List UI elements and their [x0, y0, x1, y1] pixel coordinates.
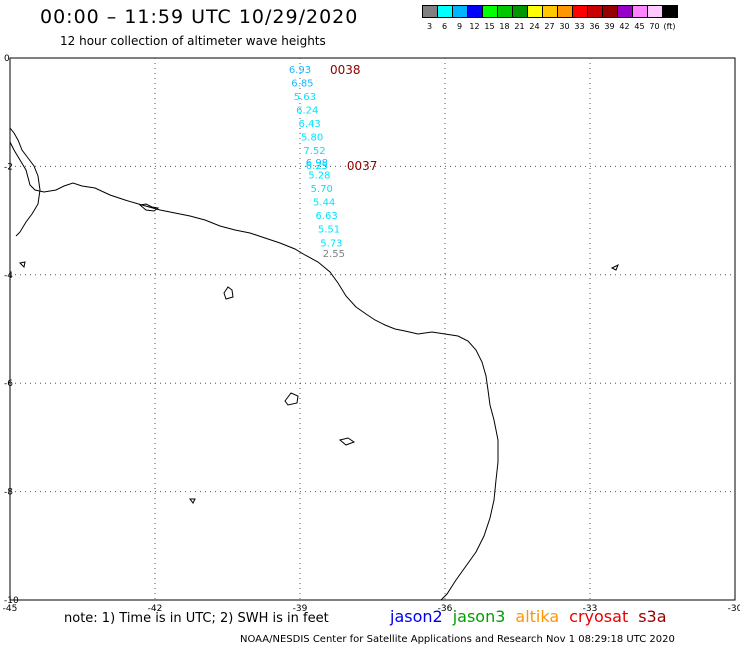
wave-height-value: 5.63	[294, 92, 316, 103]
color-scale-label: 6	[441, 22, 448, 31]
wave-height-value: 6.24	[296, 105, 318, 116]
satellite-jason3: jason3	[452, 607, 506, 626]
color-scale-label: 39	[604, 22, 615, 31]
island-5	[18, 261, 26, 269]
satellite-jason2: jason2	[390, 607, 443, 626]
color-scale-label: (ft)	[663, 22, 676, 31]
island-4	[610, 263, 619, 271]
satellite-s3a: s3a	[638, 607, 667, 626]
map-frame	[9, 57, 736, 601]
altimeter-tracks: 0038 6.93 6.85 5.63 6.24 6.43 5.80 7.526.98 0037…	[289, 63, 378, 260]
color-scale-label: 27	[544, 22, 555, 31]
map-title: 00:00 – 11:59 UTC 10/29/2020	[40, 6, 359, 28]
footer-credit: NOAA/NESDIS Center for Satellite Applica…	[240, 634, 675, 645]
color-scale-legend: 3 6 9 12 15 18 21 24 27 30 33 36 39 42 45 70 (ft)	[422, 5, 678, 31]
units-note: note: 1) Time is in UTC; 2) SWH is in fe…	[64, 611, 329, 626]
wave-height-value: 6.85	[291, 78, 313, 89]
y-tick-label: -4	[4, 271, 13, 281]
wave-height-value: 5.70	[311, 184, 333, 195]
x-tick-label: -42	[148, 604, 163, 614]
x-tick-label: -45	[3, 604, 18, 614]
coastline	[9, 141, 499, 601]
wave-height-value: 6.25	[306, 161, 328, 172]
map-grid	[10, 58, 735, 600]
y-tick-label: 0	[4, 54, 10, 64]
map-subtitle: 12 hour collection of altimeter wave hei…	[60, 34, 326, 48]
color-scale-label: 33	[574, 22, 585, 31]
wave-height-value: 7.52	[303, 146, 325, 157]
y-tick-label: -6	[4, 379, 13, 389]
reef-cluster	[138, 203, 160, 212]
wave-height-value: 5.44	[313, 198, 335, 209]
island-2	[284, 392, 299, 406]
wave-height-value: 5.80	[301, 133, 323, 144]
island-1	[223, 286, 234, 300]
wave-height-value: 5.51	[318, 225, 340, 236]
color-scale-swatches	[422, 5, 678, 18]
track-id-label: 0037	[347, 159, 378, 173]
wave-height-value: 6.63	[315, 211, 337, 222]
wave-height-value: 6.93	[289, 65, 311, 76]
color-scale-label: 30	[559, 22, 570, 31]
color-scale-label: 24	[529, 22, 540, 31]
wave-height-value: 6.43	[299, 119, 321, 130]
x-axis-tick-labels: -45 -42 -39 -36 -33 -30	[3, 604, 740, 614]
color-scale-label: 70	[649, 22, 660, 31]
satellite-legend: jason2 jason3 altika cryosat s3a	[390, 607, 667, 626]
color-scale-label: 45	[634, 22, 645, 31]
color-scale-label: 3	[426, 22, 433, 31]
y-axis-tick-labels: 0 -2 -4 -6 -8 -10	[4, 54, 19, 606]
wave-height-value: 5.28	[308, 171, 330, 182]
satellite-altika: altika	[515, 607, 560, 626]
x-tick-label: -30	[728, 604, 740, 614]
x-tick-label: -39	[293, 604, 308, 614]
y-tick-label: -8	[4, 488, 13, 498]
color-scale-label: 18	[499, 22, 510, 31]
island-3	[338, 437, 356, 446]
color-scale-label: 12	[469, 22, 480, 31]
wave-height-value: 2.55	[323, 249, 345, 260]
x-tick-label: -36	[438, 604, 453, 614]
island-6	[189, 498, 196, 504]
y-tick-label: -2	[4, 162, 13, 172]
coastline-west	[9, 127, 41, 237]
wave-height-value: 5.73	[320, 238, 342, 249]
satellite-cryosat: cryosat	[569, 607, 629, 626]
x-tick-label: -33	[583, 604, 598, 614]
track-id-label: 0038	[330, 63, 361, 77]
y-tick-label: -10	[4, 596, 19, 606]
color-scale-labels: 3 6 9 12 15 18 21 24 27 30 33 36 39 42 45 70 (ft)	[422, 22, 677, 31]
color-scale-label: 15	[484, 22, 495, 31]
color-scale-label: 42	[619, 22, 630, 31]
color-scale-label: 9	[456, 22, 463, 31]
color-scale-label: 21	[514, 22, 525, 31]
wave-height-value: 6.98	[306, 158, 328, 169]
color-scale-label: 36	[589, 22, 600, 31]
color-swatch	[662, 5, 678, 18]
